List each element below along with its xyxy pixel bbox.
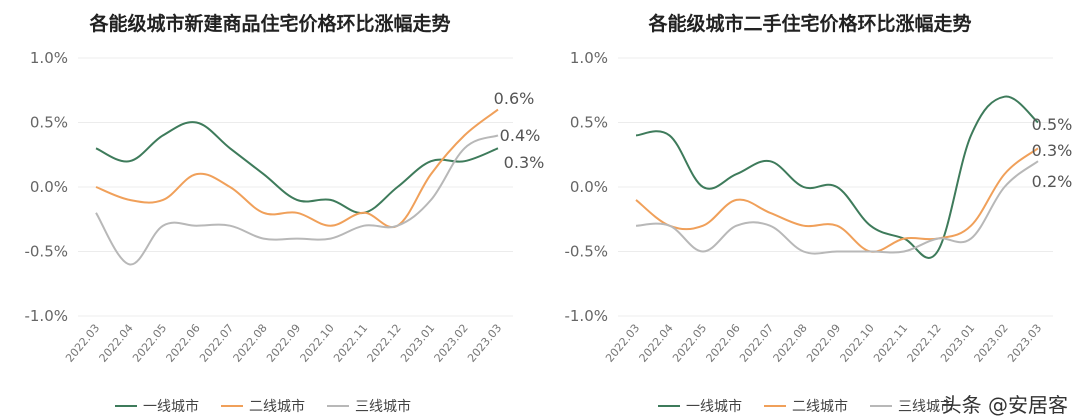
legend-label: 三线城市 <box>355 398 411 415</box>
x-tick-label: 2023.01 <box>938 322 977 365</box>
x-tick-label: 2022.08 <box>771 322 810 365</box>
y-tick-label: 0.5% <box>570 114 608 132</box>
y-tick-label: 1.0% <box>30 49 68 67</box>
chart-title: 各能级城市二手住宅价格环比涨幅走势 <box>647 12 971 35</box>
series-line-2 <box>95 108 499 229</box>
x-tick-label: 2022.05 <box>670 322 709 365</box>
x-tick-label: 2023.02 <box>432 322 471 365</box>
y-tick-label: 1.0% <box>570 49 608 67</box>
x-tick-label: 2023.03 <box>465 322 504 365</box>
data-label: 0.3% <box>504 153 545 172</box>
series-line-3 <box>95 134 499 266</box>
x-tick-label: 2023.01 <box>398 322 437 365</box>
data-label: 0.6% <box>494 89 535 108</box>
legend-label: 二线城市 <box>792 398 848 415</box>
x-tick-label: 2022.06 <box>164 322 203 365</box>
y-tick-label: 0.5% <box>30 114 68 132</box>
data-label: 0.4% <box>500 126 541 145</box>
x-tick-label: 2022.07 <box>197 322 236 365</box>
series-line-3 <box>635 160 1039 255</box>
x-tick-label: 2023.02 <box>972 322 1011 365</box>
watermark: 头条 @安居客 <box>942 393 1068 417</box>
y-tick-label: 0.0% <box>570 178 608 196</box>
x-tick-label: 2022.05 <box>130 322 169 365</box>
x-tick-label: 2022.04 <box>637 322 676 365</box>
legend-label: 一线城市 <box>143 398 199 415</box>
legend-label: 二线城市 <box>249 398 305 415</box>
x-tick-label: 2022.06 <box>704 322 743 365</box>
chart-1: 各能级城市新建商品住宅价格环比涨幅走势 1.0% 0.5% 0.0% -0.5% -1.0… <box>24 12 544 415</box>
y-tick-label: -1.0% <box>24 307 68 325</box>
x-tick-label: 2022.07 <box>737 322 776 365</box>
x-tick-label: 2022.10 <box>298 322 337 365</box>
legend-label: 一线城市 <box>686 398 742 415</box>
series-line-1 <box>635 95 1039 259</box>
x-tick-label: 2022.03 <box>63 322 102 365</box>
x-tick-label: 2022.09 <box>264 322 303 365</box>
data-label: 0.3% <box>1032 141 1073 160</box>
x-tick-label: 2022.12 <box>905 322 944 365</box>
x-tick-label: 2022.09 <box>804 322 843 365</box>
y-tick-label: -1.0% <box>564 307 608 325</box>
data-label: 0.5% <box>1032 115 1073 134</box>
chart-title: 各能级城市新建商品住宅价格环比涨幅走势 <box>88 12 450 35</box>
series-line-2 <box>635 147 1039 253</box>
chart-2: 各能级城市二手住宅价格环比涨幅走势1.0%0.5%0.0%-0.5%-1.0%2… <box>564 12 1072 415</box>
x-tick-label: 2022.11 <box>331 322 370 365</box>
y-tick-label: -0.5% <box>564 243 608 261</box>
data-label: 0.2% <box>1032 172 1073 191</box>
x-tick-label: 2022.04 <box>97 322 136 365</box>
y-tick-label: -0.5% <box>24 243 68 261</box>
x-tick-label: 2022.11 <box>871 322 910 365</box>
x-tick-label: 2022.03 <box>603 322 642 365</box>
y-tick-label: 0.0% <box>30 178 68 196</box>
x-tick-label: 2022.12 <box>365 322 404 365</box>
x-tick-label: 2023.03 <box>1005 322 1044 365</box>
series-line-1 <box>95 121 499 215</box>
legend-label: 三线城市 <box>898 398 954 415</box>
x-tick-label: 2022.08 <box>231 322 270 365</box>
x-tick-label: 2022.10 <box>838 322 877 365</box>
